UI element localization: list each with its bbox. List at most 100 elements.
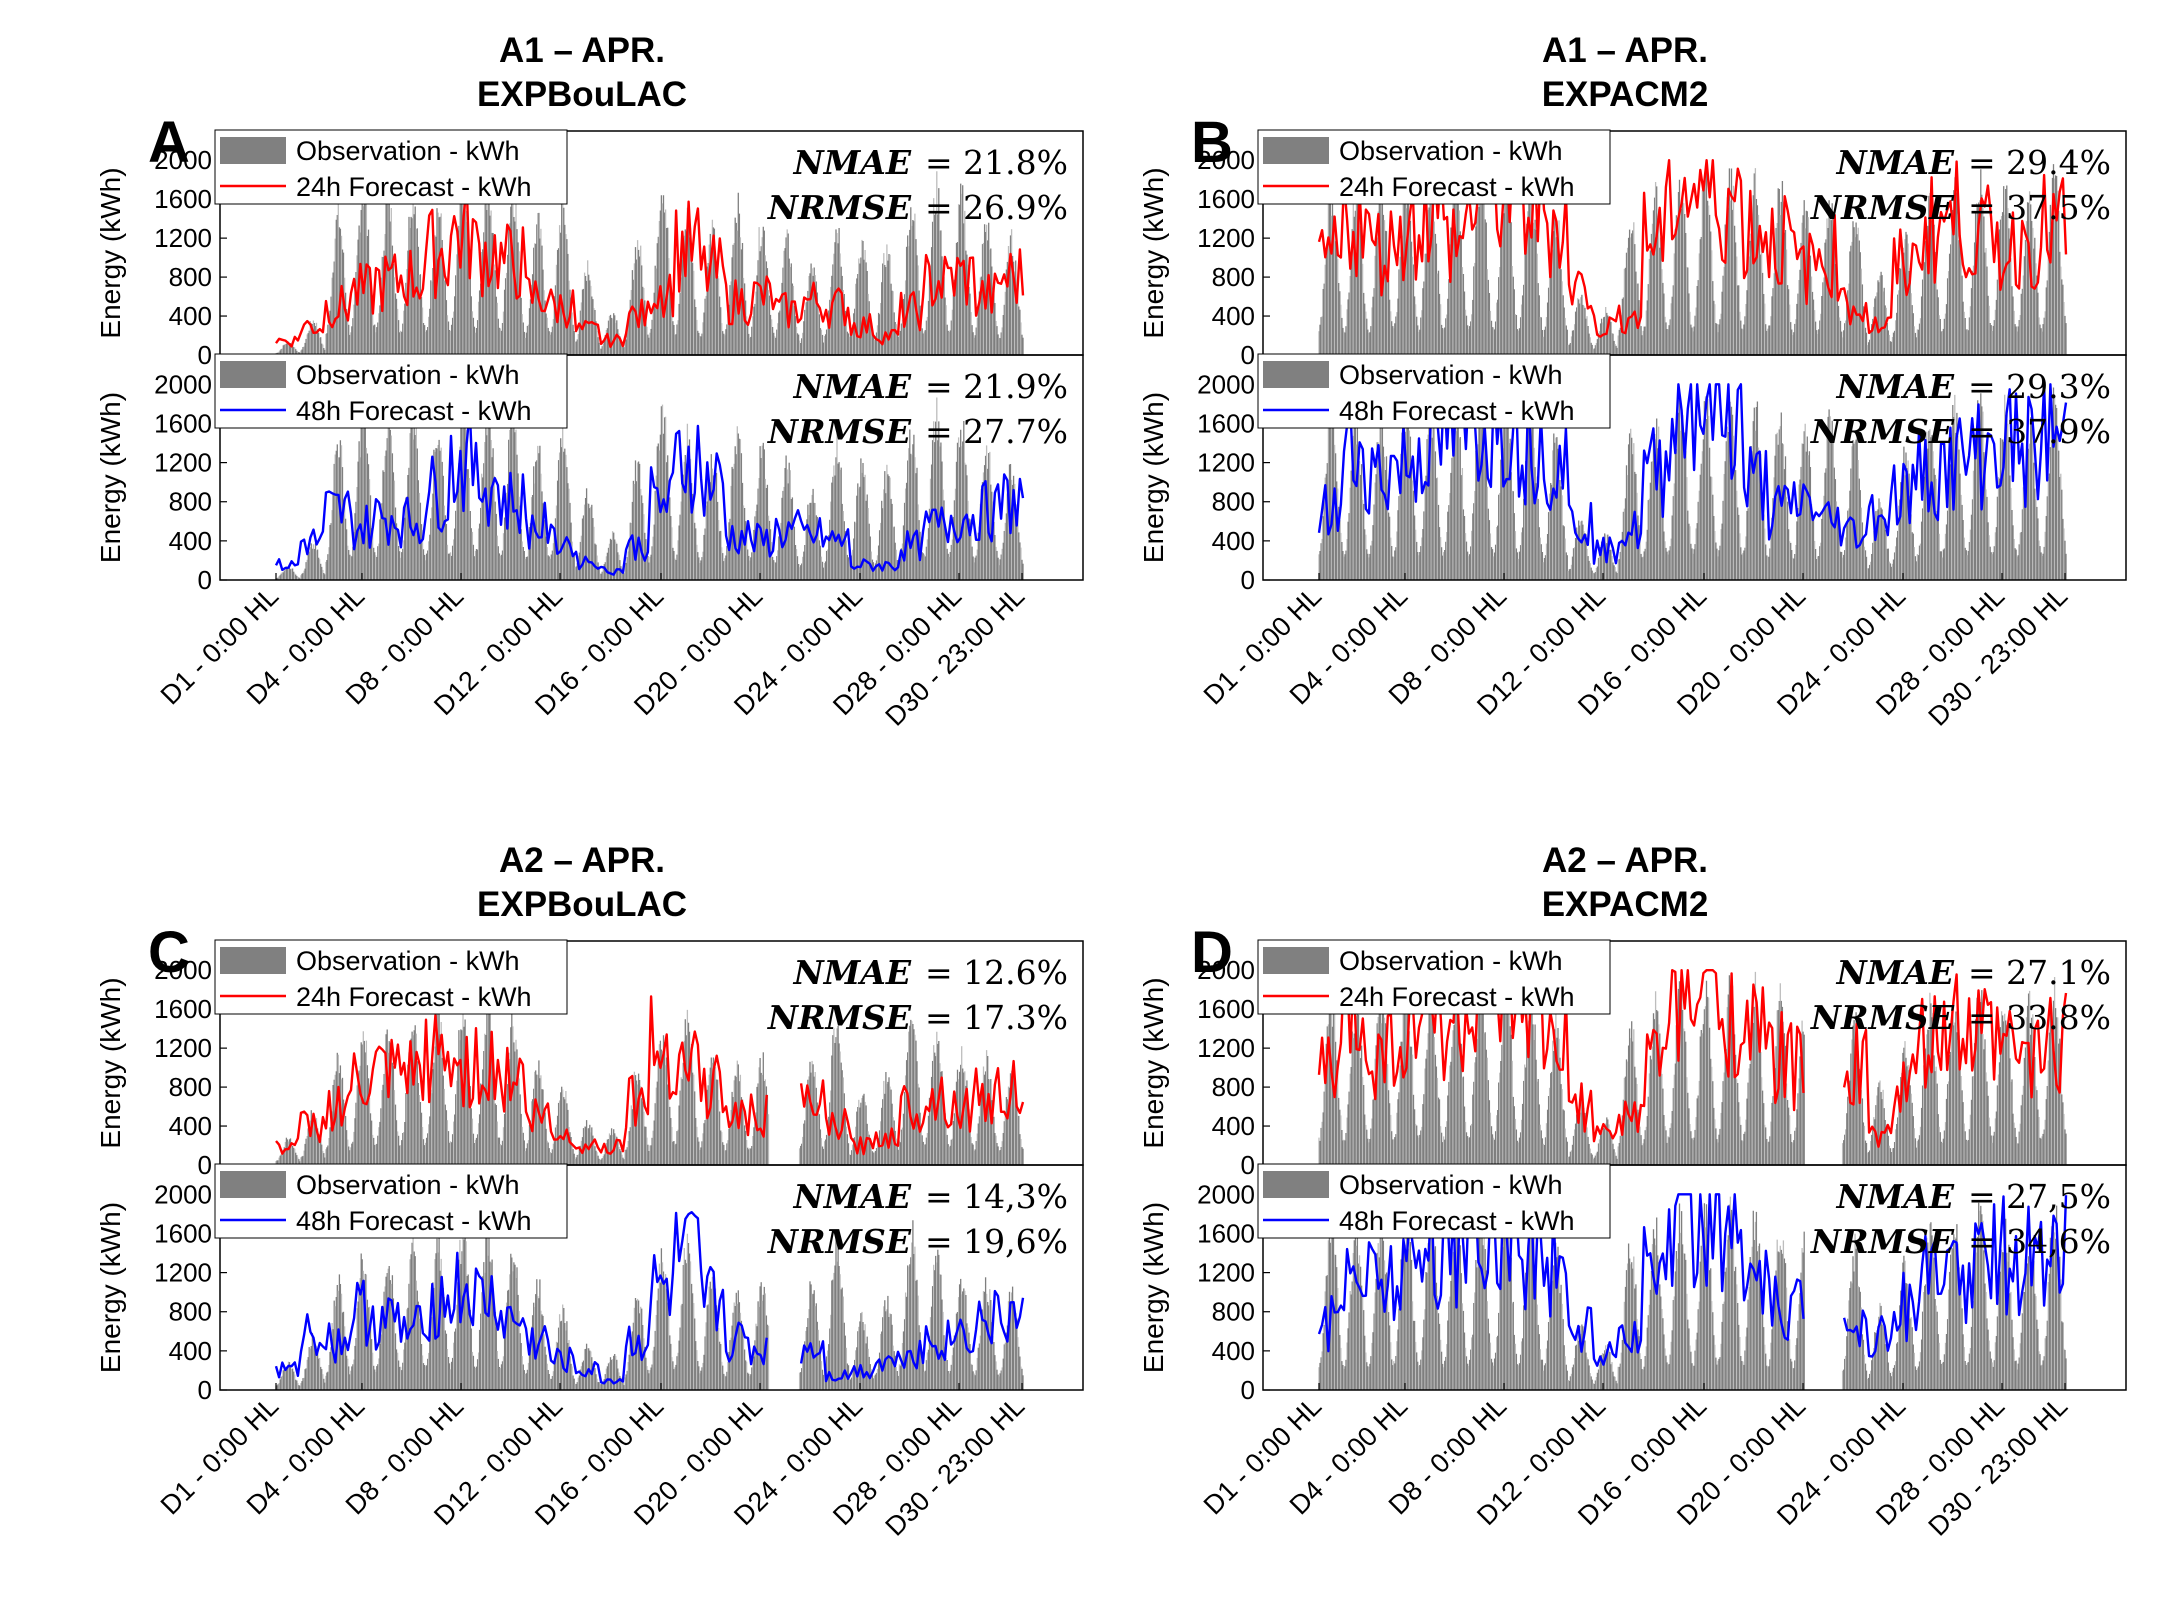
- y-tick-label: 800: [1212, 262, 1255, 292]
- panel-D: A2 – APR. EXPACM2 0400800120016002000Energ…: [1138, 841, 2127, 1542]
- metric-nrmse-value: = 17.3%: [925, 998, 1068, 1037]
- panel-A: A1 – APR. EXPBouLAC 0 400 800 1200 1600 2000 Ene…: [95, 31, 1084, 732]
- metric-nrmse: NRMSE = 19,6%: [767, 1222, 1068, 1261]
- y-tick-label: 0: [198, 340, 212, 370]
- metrics: NMAE = 12.6% NRMSE = 17.3%: [767, 953, 1068, 1037]
- subplot-bottom: 0 400 800 1200 1600 2000 Energy (kWh) Observati…: [95, 1163, 1084, 1405]
- legend: Observation - kWh 24h Forecast - kWh: [214, 939, 568, 1015]
- metric-nrmse-name: NRMSE: [767, 998, 912, 1037]
- y-tick-label: 0: [198, 565, 212, 595]
- panel-C: A2 – APR. EXPBouLAC 0 400 800 1200 1600 2000 Ene…: [95, 841, 1084, 1542]
- metric-nmae: NMAE = 29.3%: [1836, 367, 2111, 406]
- metric-nmae-name: NMAE: [793, 1177, 912, 1216]
- forecast-line: [275, 995, 1025, 1156]
- y-axis-label: Energy (kWh): [95, 167, 126, 338]
- metric-nmae: NMAE = 21.8%: [793, 143, 1068, 182]
- y-tick-label: 400: [1212, 526, 1255, 556]
- metric-nrmse-value: = 26.9%: [925, 188, 1068, 227]
- y-tick-label: 0: [198, 1375, 212, 1405]
- metric-nmae-value: = 21.9%: [925, 367, 1068, 406]
- subplot-bottom: 0 400 800 1200 1600 2000 Energy (kWh) Observati…: [95, 353, 1084, 595]
- y-tick-label: 2000: [1197, 145, 1255, 175]
- panel-title-line1: A2 – APR.: [499, 841, 665, 880]
- forecast-line: [1317, 159, 2068, 338]
- metric-nrmse-name: NRMSE: [1810, 412, 1955, 451]
- y-tick-label: 1600: [154, 1218, 212, 1248]
- legend-label-observation: Observation - kWh: [296, 360, 520, 390]
- metric-nrmse-value: = 37.9%: [1968, 412, 2111, 451]
- metric-nmae: NMAE = 29.4%: [1836, 143, 2111, 182]
- metric-nrmse: NRMSE = 26.9%: [767, 188, 1068, 227]
- legend-label-forecast: 48h Forecast - kWh: [1339, 396, 1575, 426]
- forecast-line: [274, 1211, 1025, 1385]
- y-tick-label: 800: [169, 1072, 212, 1102]
- y-tick-label: 0: [1241, 340, 1255, 370]
- forecast-line: [275, 183, 1025, 348]
- y-tick-label: 1600: [1197, 184, 1255, 214]
- y-tick-label: 1600: [154, 408, 212, 438]
- legend-label-forecast: 24h Forecast - kWh: [296, 982, 532, 1012]
- y-tick-label: 1600: [154, 184, 212, 214]
- metric-nmae-name: NMAE: [1836, 367, 1955, 406]
- legend-label-observation: Observation - kWh: [1339, 360, 1563, 390]
- y-tick-label: 2000: [154, 955, 212, 985]
- legend-label-observation: Observation - kWh: [296, 1170, 520, 1200]
- metric-nrmse-name: NRMSE: [767, 412, 912, 451]
- metric-nmae-value: = 14,3%: [925, 1177, 1068, 1216]
- metric-nrmse: NRMSE = 37.5%: [1810, 188, 2111, 227]
- metrics: NMAE = 21.8% NRMSE = 26.9%: [767, 143, 1068, 227]
- y-tick-label: 1200: [154, 1033, 212, 1063]
- y-tick-label: 400: [169, 301, 212, 331]
- metric-nrmse: NRMSE = 37.9%: [1810, 412, 2111, 451]
- metric-nrmse-value: = 37.5%: [1968, 188, 2111, 227]
- metric-nmae-value: = 12.6%: [925, 953, 1068, 992]
- y-tick-label: 1200: [154, 448, 212, 478]
- metric-nmae: NMAE = 12.6%: [793, 953, 1068, 992]
- y-tick-label: 800: [169, 1297, 212, 1327]
- metric-nmae-value: = 29.4%: [1968, 143, 2111, 182]
- metric-nmae-name: NMAE: [793, 367, 912, 406]
- panel-title-line2: EXPBouLAC: [477, 885, 687, 924]
- legend-swatch-observation: [220, 1171, 286, 1198]
- metrics: NMAE = 29.3% NRMSE = 37.9%: [1810, 367, 2111, 451]
- y-tick-label: 0: [198, 1150, 212, 1180]
- panel-title-line1: A1 – APR.: [1542, 31, 1708, 70]
- plot-frame: [1262, 354, 2127, 581]
- y-tick-label: 2000: [1197, 369, 1255, 399]
- y-axis-label: Energy (kWh): [95, 392, 126, 563]
- panel-title-line2: EXPBouLAC: [477, 75, 687, 114]
- legend-label-forecast: 48h Forecast - kWh: [296, 1206, 532, 1236]
- y-tick-label: 2000: [154, 145, 212, 175]
- panel-title-line1: A2 – APR.: [1542, 841, 1708, 880]
- metric-nmae-name: NMAE: [1836, 143, 1955, 182]
- metric-nmae-value: = 21.8%: [925, 143, 1068, 182]
- metric-nmae-name: NMAE: [793, 953, 912, 992]
- y-axis-label: Energy (kWh): [95, 1202, 126, 1373]
- forecast-line: [274, 409, 1025, 576]
- legend-label-forecast: 24h Forecast - kWh: [1339, 172, 1575, 202]
- panel-title-line2: EXPACM2: [1542, 885, 1709, 924]
- metric-nmae-name: NMAE: [793, 143, 912, 182]
- legend-label-observation: Observation - kWh: [1339, 136, 1563, 166]
- legend-label-forecast: 24h Forecast - kWh: [296, 172, 532, 202]
- legend-label-observation: Observation - kWh: [296, 946, 520, 976]
- y-tick-label: 1200: [154, 1258, 212, 1288]
- y-tick-label: 400: [169, 1336, 212, 1366]
- metric-nrmse: NRMSE = 17.3%: [767, 998, 1068, 1037]
- y-axis-label: Energy (kWh): [1138, 167, 1169, 338]
- metrics: NMAE = 21.9% NRMSE = 27.7%: [767, 367, 1068, 451]
- legend-label-observation: Observation - kWh: [296, 136, 520, 166]
- metric-nrmse-value: = 19,6%: [925, 1222, 1068, 1261]
- legend: Observation - kWh 48h Forecast - kWh: [214, 1163, 568, 1239]
- y-tick-label: 400: [1212, 301, 1255, 331]
- metrics: NMAE = 29.4% NRMSE = 37.5%: [1810, 143, 2111, 227]
- y-tick-label: 2000: [154, 369, 212, 399]
- y-tick-label: 2000: [154, 1179, 212, 1209]
- plot-frame: [219, 1164, 1084, 1391]
- y-tick-label: 1600: [1197, 408, 1255, 438]
- y-tick-label: 1200: [1197, 223, 1255, 253]
- metrics: NMAE = 14,3% NRMSE = 19,6%: [767, 1177, 1068, 1261]
- subplot-bottom: 0 400 800 1200 1600 2000 Energy (kWh) Observati…: [1138, 353, 2127, 595]
